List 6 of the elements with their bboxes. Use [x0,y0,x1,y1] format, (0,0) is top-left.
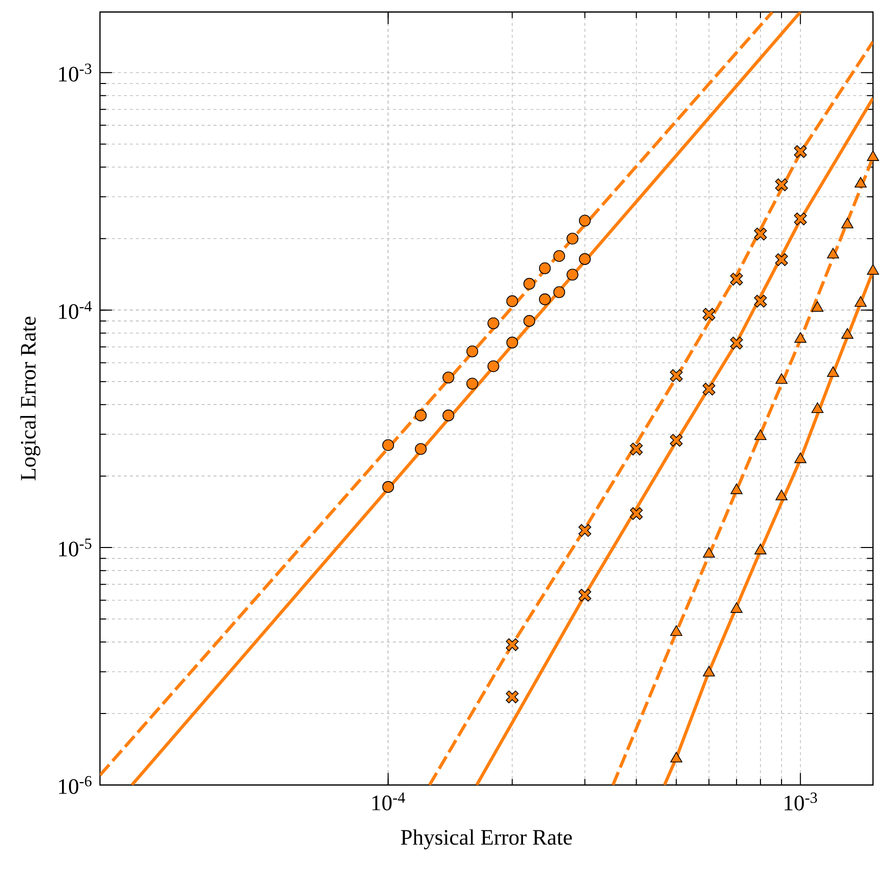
y-tick-label: 10$^{-6}$ [59,776,92,794]
y-axis-title: Logical Error Rate [20,316,40,480]
y-tick-label: 10$^{-5}$ [59,538,92,556]
x-axis-title: Physical Error Rate [400,829,572,850]
y-tick-label: 10$^{-4}$ [59,301,92,320]
y-tick-label: 10$^{-3}$ [59,64,92,82]
